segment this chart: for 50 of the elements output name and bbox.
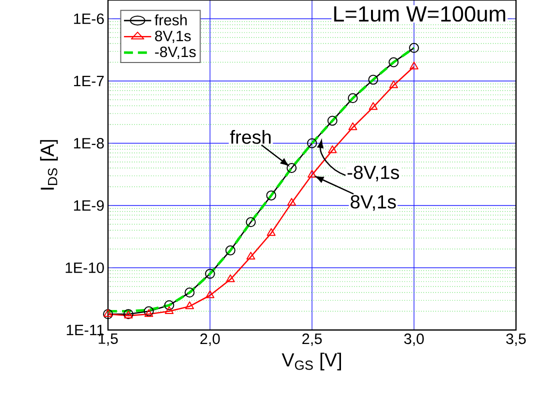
point [104, 309, 112, 317]
x-tick-label: 2,5 [302, 334, 322, 346]
point [368, 74, 378, 85]
y-tick-label: 1E-7 [74, 76, 104, 86]
y-tick-label: 1E-11 [66, 324, 104, 336]
x-axis-title: V$_{GS}$ [V] [282, 352, 341, 370]
x-tick-label: 2,0 [200, 334, 220, 346]
point [368, 102, 378, 110]
y-tick-label: 1E-10 [66, 262, 104, 274]
point [388, 57, 399, 68]
point [328, 145, 337, 154]
point [266, 228, 276, 236]
y-tick-label: 1E-8 [74, 138, 104, 149]
point [348, 122, 358, 130]
annotation: fresh [230, 130, 271, 144]
point [246, 252, 256, 260]
point [389, 80, 398, 88]
point [348, 93, 358, 104]
y-axis-title: I$_{DS}$ [A] [40, 140, 58, 190]
point [308, 170, 316, 178]
point [409, 42, 419, 53]
x-tick-label: 1,5 [98, 334, 118, 346]
x-tick-label: 3,5 [506, 334, 526, 346]
point [266, 190, 276, 200]
point [206, 290, 214, 298]
point [226, 274, 235, 282]
point [410, 62, 418, 70]
point [225, 245, 236, 256]
legend-label: fresh [154, 14, 187, 26]
point [287, 198, 296, 206]
point [246, 217, 256, 228]
point [144, 306, 154, 316]
point [307, 138, 317, 148]
point [103, 309, 113, 320]
point [144, 309, 154, 317]
x-tick-label: 3,0 [404, 334, 424, 346]
point [164, 300, 174, 310]
point [205, 268, 215, 279]
y-tick-label: 1E-9 [74, 200, 104, 211]
annotation: -8V,1s [348, 166, 400, 182]
point [286, 163, 297, 174]
annotation: 8V,1s [350, 195, 396, 211]
legend-label: -8V,1s [155, 46, 196, 59]
point [185, 301, 194, 310]
legend-label: 8V,1s [155, 30, 191, 44]
y-tick-label: 1E-6 [74, 13, 104, 24]
point [184, 288, 195, 298]
annotation: L=1um W=100um [334, 6, 506, 22]
point [327, 116, 338, 126]
point [164, 306, 174, 314]
